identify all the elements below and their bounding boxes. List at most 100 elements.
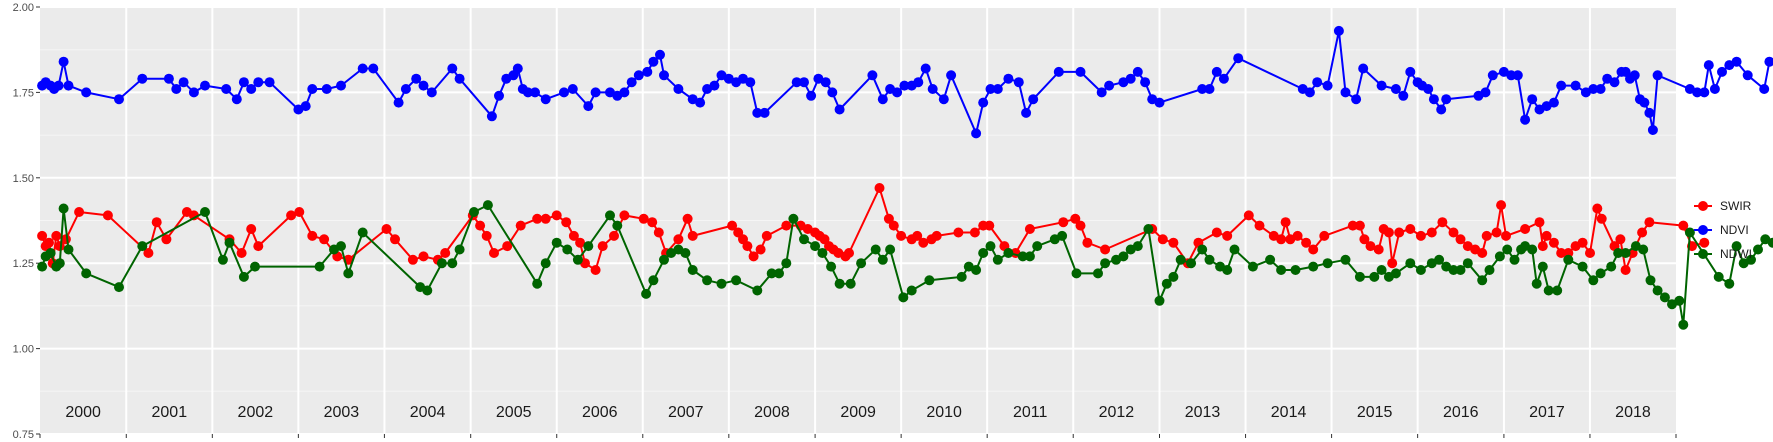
ndwi-data-point	[1197, 244, 1208, 255]
legend-marker-swir	[1698, 201, 1708, 211]
ndvi-data-point	[1398, 90, 1409, 101]
ndvi-data-point	[81, 87, 92, 98]
swir-data-point	[151, 217, 162, 228]
ndwi-data-point	[731, 275, 742, 286]
ndwi-data-point	[1543, 285, 1554, 296]
ndwi-data-point	[238, 271, 249, 282]
year-label-2013: 2013	[1185, 404, 1221, 421]
ndvi-data-point	[920, 63, 931, 74]
ndvi-data-point	[1731, 56, 1742, 67]
legend-marker-ndwi	[1698, 249, 1708, 259]
year-label-2010: 2010	[926, 404, 962, 421]
ndvi-data-point	[1512, 70, 1523, 81]
ndvi-data-point	[1013, 77, 1024, 88]
ndvi-data-point	[583, 101, 594, 112]
swir-data-point	[319, 234, 330, 245]
ndwi-data-point	[817, 248, 828, 258]
swir-data-point	[918, 237, 929, 248]
legend-marker-ndvi	[1698, 225, 1708, 235]
ndvi-data-point	[1197, 84, 1208, 94]
ndvi-data-point	[1609, 77, 1620, 88]
ndvi-data-point	[642, 66, 653, 77]
swir-data-point	[687, 230, 698, 241]
ndvi-data-point	[137, 73, 148, 84]
swir-data-point	[682, 213, 693, 224]
ndwi-data-point	[877, 254, 888, 265]
ndvi-data-point	[1639, 97, 1650, 108]
swir-data-point	[1354, 220, 1365, 231]
swir-data-point	[143, 248, 154, 258]
ndvi-data-point	[264, 77, 275, 88]
swir-data-point	[1301, 237, 1312, 248]
ndwi-data-point	[1638, 244, 1649, 255]
ndwi-data-point	[1057, 230, 1068, 241]
swir-data-point	[931, 230, 942, 241]
swir-data-point	[844, 248, 854, 258]
ndvi-data-point	[188, 87, 199, 98]
ndwi-data-point	[766, 268, 777, 279]
swir-data-point	[1308, 244, 1319, 255]
ndvi-data-point	[1096, 87, 1107, 98]
ndvi-data-point	[1390, 84, 1401, 94]
ndwi-data-point	[551, 237, 562, 248]
ndwi-data-point	[114, 282, 124, 293]
ndwi-data-point	[1684, 227, 1695, 238]
ndwi-data-point	[1724, 278, 1735, 289]
ndwi-data-point	[799, 234, 809, 245]
ndvi-data-point	[1764, 56, 1773, 67]
swir-data-point	[390, 234, 400, 245]
ndvi-data-point	[1709, 84, 1720, 94]
swir-data-point	[590, 265, 601, 275]
ndwi-data-point	[680, 248, 691, 258]
swir-data-point	[781, 220, 792, 231]
ndvi-data-point	[238, 77, 249, 88]
ndvi-data-point	[1053, 66, 1064, 77]
swir-data-point	[1437, 217, 1448, 228]
ndvi-data-point	[899, 80, 910, 91]
ndvi-data-point	[368, 63, 379, 74]
ndwi-data-point	[1509, 254, 1520, 265]
ndwi-data-point	[1290, 265, 1301, 275]
year-label-2012: 2012	[1099, 404, 1135, 421]
ndvi-data-point	[567, 84, 578, 94]
swir-data-point	[609, 230, 619, 241]
ndvi-data-point	[1588, 84, 1599, 94]
ndwi-data-point	[1552, 285, 1563, 296]
ndwi-data-point	[1527, 244, 1538, 255]
swir-data-point	[619, 210, 630, 221]
ndwi-data-point	[357, 227, 368, 238]
ndwi-data-point	[454, 244, 465, 255]
ndwi-data-point	[250, 261, 260, 272]
swir-data-point	[1157, 234, 1168, 245]
legend-label-swir: SWIR	[1720, 199, 1752, 213]
swir-data-point	[188, 210, 199, 221]
ndwi-data-point	[1448, 265, 1459, 275]
year-label-2002: 2002	[238, 404, 274, 421]
ndvi-data-point	[745, 77, 756, 88]
ndvi-data-point	[867, 70, 878, 81]
ndwi-data-point	[1713, 271, 1724, 282]
ndwi-data-point	[1537, 261, 1548, 272]
swir-data-point	[407, 254, 418, 265]
ndvi-data-point	[447, 63, 458, 74]
ndwi-data-point	[45, 248, 56, 258]
ndvi-data-point	[58, 56, 69, 67]
ndwi-data-point	[971, 265, 982, 275]
ndwi-data-point	[648, 275, 659, 286]
ndwi-data-point	[906, 285, 917, 296]
swir-data-point	[1541, 230, 1552, 241]
ndwi-data-point	[1484, 265, 1495, 275]
ndvi-data-point	[946, 70, 957, 81]
ndwi-data-point	[469, 207, 479, 217]
ndwi-data-point	[1143, 224, 1154, 234]
ndvi-data-point	[985, 84, 996, 94]
swir-data-point	[1415, 230, 1426, 241]
ndwi-data-point	[1455, 265, 1466, 275]
ndwi-data-point	[605, 210, 615, 221]
y-tick-label: 1.50	[13, 173, 34, 185]
swir-data-point	[874, 183, 885, 193]
ndwi-data-point	[641, 288, 652, 299]
swir-data-point	[37, 230, 48, 241]
